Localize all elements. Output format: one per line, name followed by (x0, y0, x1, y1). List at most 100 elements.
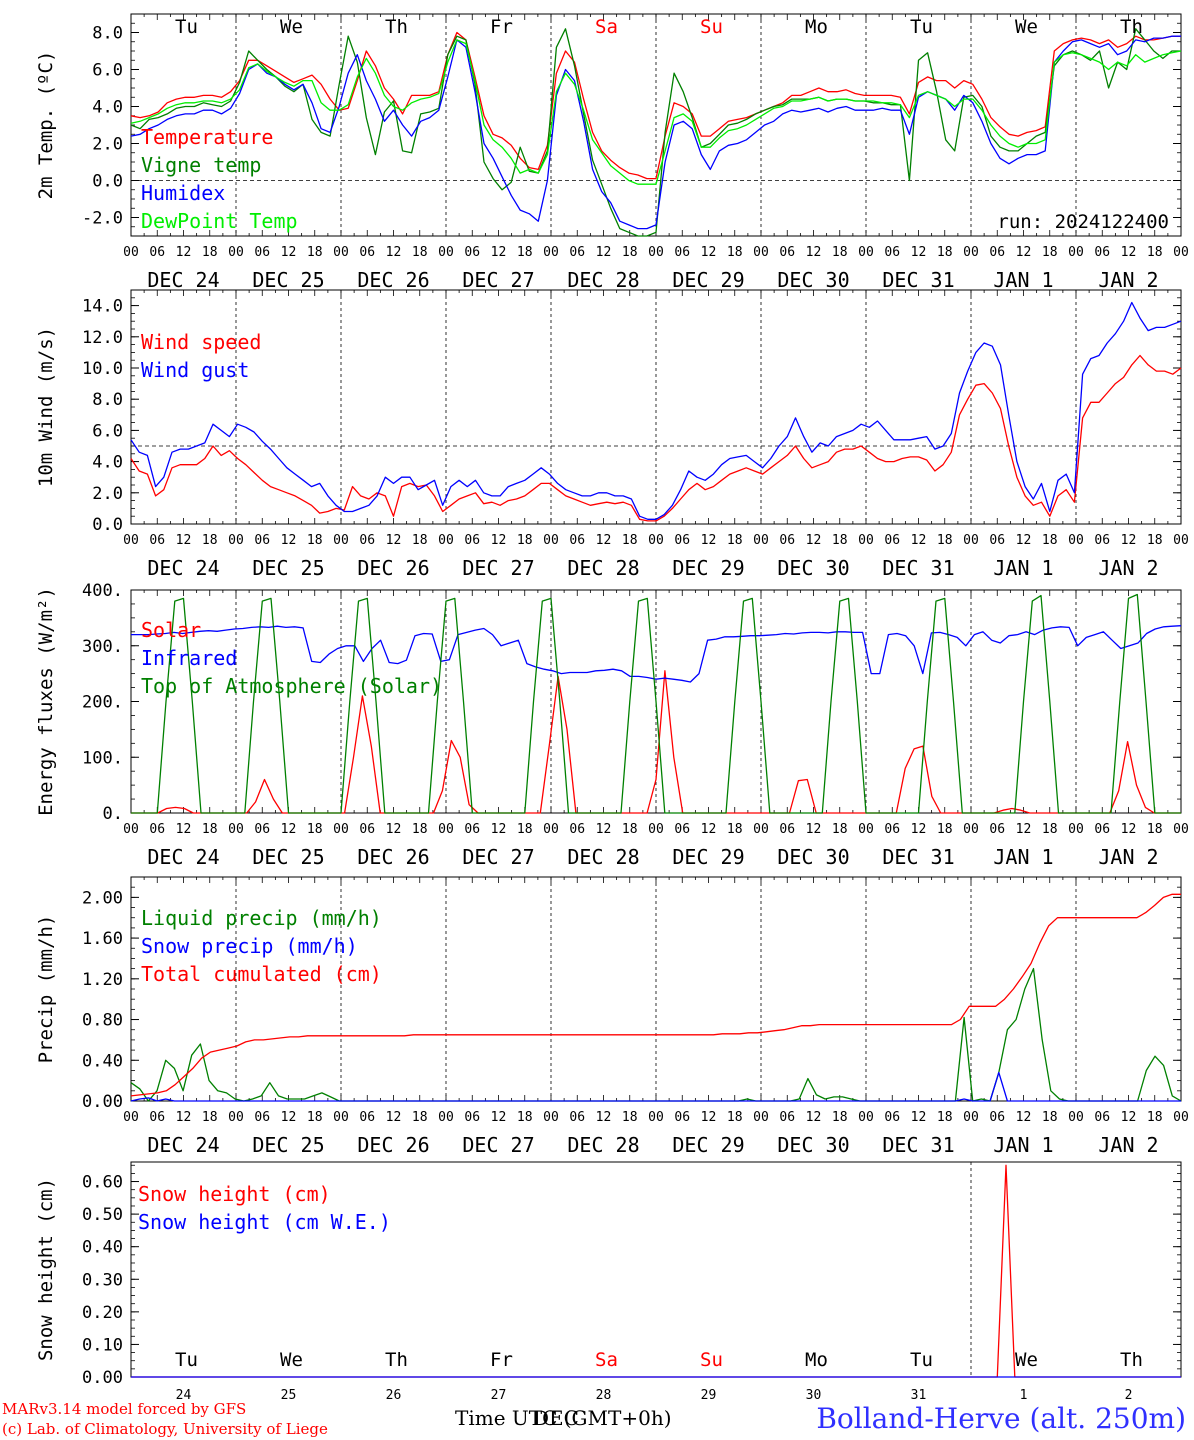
hour-tick-label: 12 (386, 822, 402, 837)
hour-tick-label: 00 (753, 1110, 769, 1125)
hour-tick-label: 18 (1147, 533, 1163, 548)
legend-entry: Snow precip (mm/h) (141, 934, 358, 958)
hour-tick-label: 12 (806, 1110, 822, 1125)
hour-tick-label: 00 (858, 533, 874, 548)
legend-entry: Snow height (cm) (138, 1182, 331, 1206)
date-label: JAN 2 (1098, 556, 1158, 580)
y-tick-label: 0.00 (82, 1368, 123, 1388)
hour-tick-label: 12 (281, 1110, 297, 1125)
hour-tick-label: 12 (911, 245, 927, 260)
y-axis-label: Precip (mm/h) (35, 915, 57, 1064)
date-label: DEC 30 (777, 1133, 849, 1157)
hour-tick-label: 12 (176, 822, 192, 837)
day-number-label: 28 (596, 1388, 612, 1403)
hour-tick-label: 12 (806, 822, 822, 837)
hour-tick-label: 12 (911, 1110, 927, 1125)
y-tick-label: 0.0 (92, 172, 123, 192)
hour-tick-label: 06 (254, 245, 270, 260)
hour-tick-label: 18 (202, 245, 218, 260)
day-of-week-label: We (1015, 1349, 1038, 1371)
hour-tick-label: 06 (359, 1110, 375, 1125)
hour-tick-label: 00 (543, 245, 559, 260)
legend-entry: Liquid precip (mm/h) (141, 906, 382, 930)
series-line (130, 301, 1182, 520)
hour-tick-label: 18 (307, 533, 323, 548)
y-axis-label: Energy fluxes (W/m²) (35, 587, 57, 816)
station-title: Bolland-Herve (alt. 250m) (816, 1402, 1186, 1435)
hour-tick-label: 06 (254, 1110, 270, 1125)
y-tick-label: 0.40 (82, 1051, 123, 1071)
hour-tick-label: 06 (779, 245, 795, 260)
hour-tick-label: 00 (123, 1110, 139, 1125)
hour-tick-label: 18 (622, 1110, 638, 1125)
y-tick-label: 0.00 (82, 1092, 123, 1112)
date-label: JAN 1 (993, 845, 1053, 869)
y-tick-label: 6.0 (92, 421, 123, 441)
hour-tick-label: 00 (648, 822, 664, 837)
hour-tick-label: 06 (1094, 822, 1110, 837)
hour-tick-label: 06 (464, 822, 480, 837)
hour-tick-label: 00 (123, 822, 139, 837)
y-tick-label: 4.0 (92, 453, 123, 473)
hour-tick-label: 06 (989, 1110, 1005, 1125)
y-tick-label: 0.30 (82, 1270, 123, 1290)
y-tick-label: 8.0 (92, 24, 123, 44)
date-label: DEC 24 (147, 556, 219, 580)
series-line (130, 893, 1181, 1097)
y-tick-label: 14.0 (82, 297, 123, 317)
hour-tick-label: 18 (202, 533, 218, 548)
hour-tick-label: 00 (1173, 1110, 1189, 1125)
hour-tick-label: 06 (674, 1110, 690, 1125)
hour-tick-label: 12 (491, 533, 507, 548)
day-number-label: 29 (701, 1388, 717, 1403)
hour-tick-label: 00 (228, 1110, 244, 1125)
hour-tick-label: 18 (727, 245, 743, 260)
day-of-week-label: Tu (175, 16, 198, 38)
hour-tick-label: 12 (701, 1110, 717, 1125)
date-label: JAN 2 (1098, 268, 1158, 292)
hour-tick-label: 00 (1068, 1110, 1084, 1125)
hour-tick-label: 12 (491, 245, 507, 260)
hour-tick-label: 18 (727, 822, 743, 837)
hour-tick-label: 06 (989, 245, 1005, 260)
series-line (130, 35, 1181, 230)
y-tick-label: 10.0 (82, 359, 123, 379)
hour-tick-label: 06 (779, 1110, 795, 1125)
hour-tick-label: 12 (596, 1110, 612, 1125)
hour-tick-label: 06 (884, 822, 900, 837)
hour-tick-label: 00 (333, 822, 349, 837)
series-line (131, 593, 1181, 814)
day-of-week-label: Fr (490, 16, 513, 38)
hour-tick-label: 00 (963, 1110, 979, 1125)
hour-tick-label: 12 (1121, 822, 1137, 837)
hour-tick-label: 00 (963, 533, 979, 548)
date-label: DEC 29 (672, 556, 744, 580)
date-label: DEC 26 (357, 1133, 429, 1157)
hour-tick-label: 12 (176, 1110, 192, 1125)
y-tick-label: 1.60 (82, 929, 123, 949)
hour-tick-label: 12 (911, 533, 927, 548)
hour-tick-label: 06 (1094, 245, 1110, 260)
date-label: DEC 25 (252, 1133, 324, 1157)
hour-tick-label: 18 (1042, 822, 1058, 837)
legend-entry: Temperature (141, 125, 273, 149)
day-of-week-label: Tu (910, 16, 933, 38)
y-tick-label: 0.60 (82, 1173, 123, 1193)
day-of-week-label: Sa (595, 16, 618, 38)
hour-tick-label: 06 (1094, 533, 1110, 548)
hour-tick-label: 00 (333, 245, 349, 260)
hour-tick-label: 18 (832, 245, 848, 260)
date-label: DEC 24 (147, 1133, 219, 1157)
legend-entry: DewPoint Temp (141, 209, 298, 233)
chart-panel-1: -2.0 0.0 2.0 4.0 6.0 8.0 2m Temp. (ºC) Temperat… (35, 13, 1189, 292)
y-tick-label: 1.20 (82, 970, 123, 990)
legend-entry: Wind gust (141, 358, 249, 382)
hour-tick-label: 18 (832, 822, 848, 837)
chart-panel-5: 0.00 0.10 0.20 0.30 0.40 0.50 0.60 Snow height … (35, 1161, 1182, 1403)
hour-tick-label: 00 (858, 245, 874, 260)
run-annotation: run: 2024122400 (997, 211, 1169, 233)
date-label: DEC 25 (252, 268, 324, 292)
hour-tick-label: 18 (727, 533, 743, 548)
date-label: DEC 28 (567, 1133, 639, 1157)
